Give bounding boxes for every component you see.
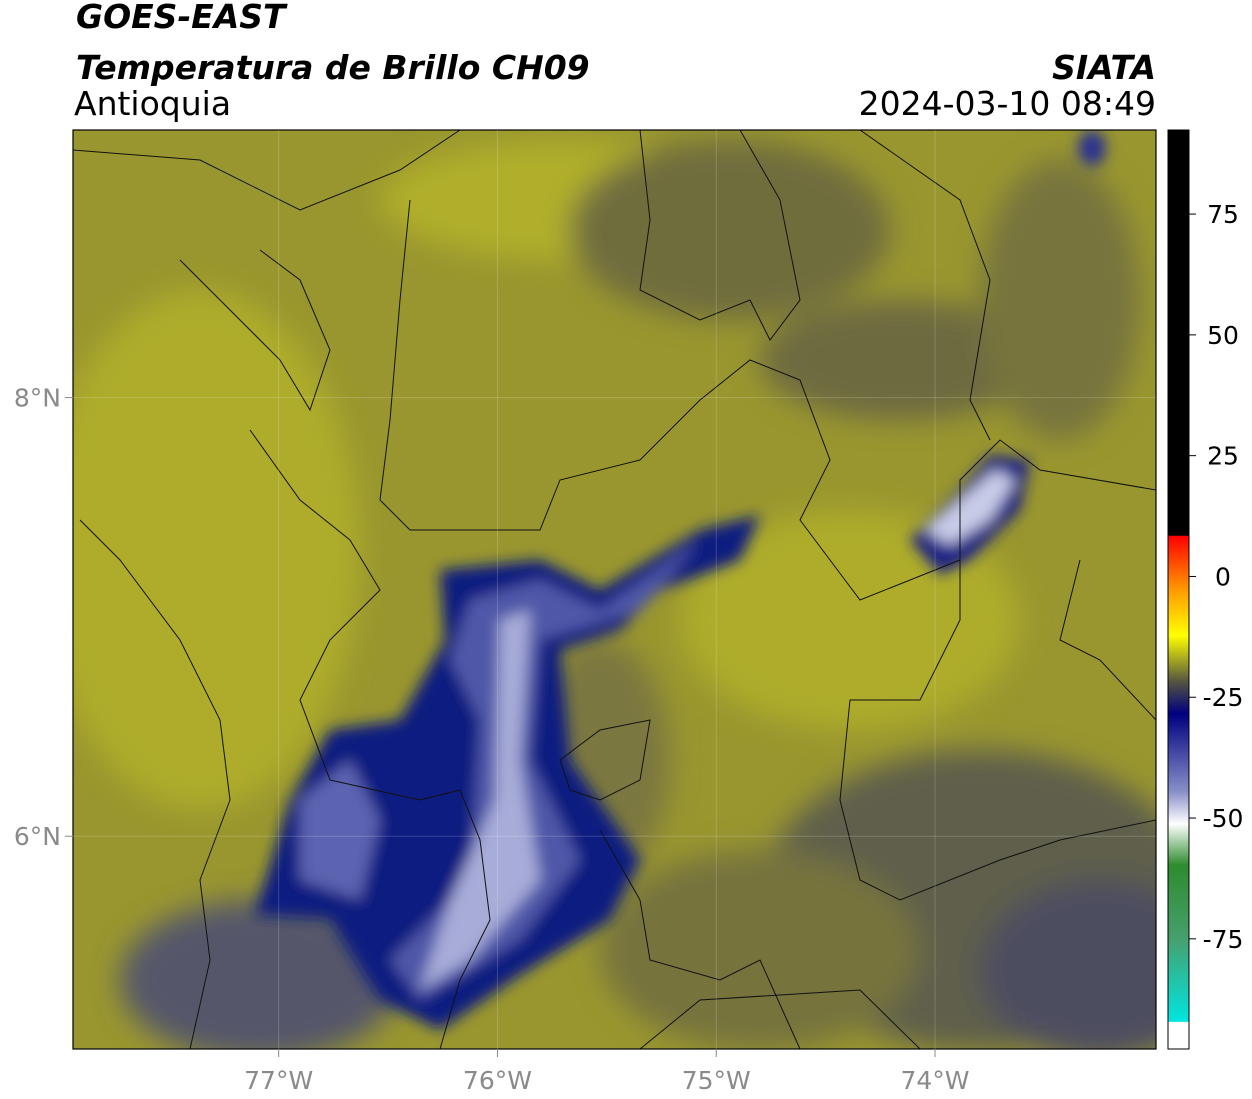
map-image (73, 130, 1156, 1049)
datetime: 2024-03-10 08:49 (859, 84, 1156, 123)
lon-tick-label: 77°W (244, 1066, 313, 1095)
lon-tick-label: 76°W (463, 1066, 532, 1095)
region: Antioquia (74, 84, 231, 123)
subtitle: Temperatura de Brillo CH09 (76, 48, 590, 87)
lon-tick-label: 75°W (682, 1066, 751, 1095)
colorbar-tick-label: 25 (1207, 442, 1239, 471)
map-frame (72, 129, 1157, 1050)
source: SIATA (1052, 48, 1156, 87)
colorbar-tick-label: -50 (1203, 804, 1244, 833)
colorbar-tick-label: -25 (1203, 683, 1244, 712)
lat-tick-label: 8°N (14, 384, 61, 413)
lon-tick-label: 74°W (901, 1066, 970, 1095)
colorbar (1167, 129, 1190, 1050)
colorbar-tick-label: 75 (1207, 200, 1239, 229)
boundaries (73, 130, 1156, 1049)
title: GOES-EAST (76, 0, 288, 36)
colorbar-tick-label: 0 (1215, 562, 1231, 591)
colorbar-tick-label: 50 (1207, 321, 1239, 350)
colorbar-tick-label: -75 (1203, 925, 1244, 954)
lat-tick-label: 6°N (14, 822, 61, 851)
